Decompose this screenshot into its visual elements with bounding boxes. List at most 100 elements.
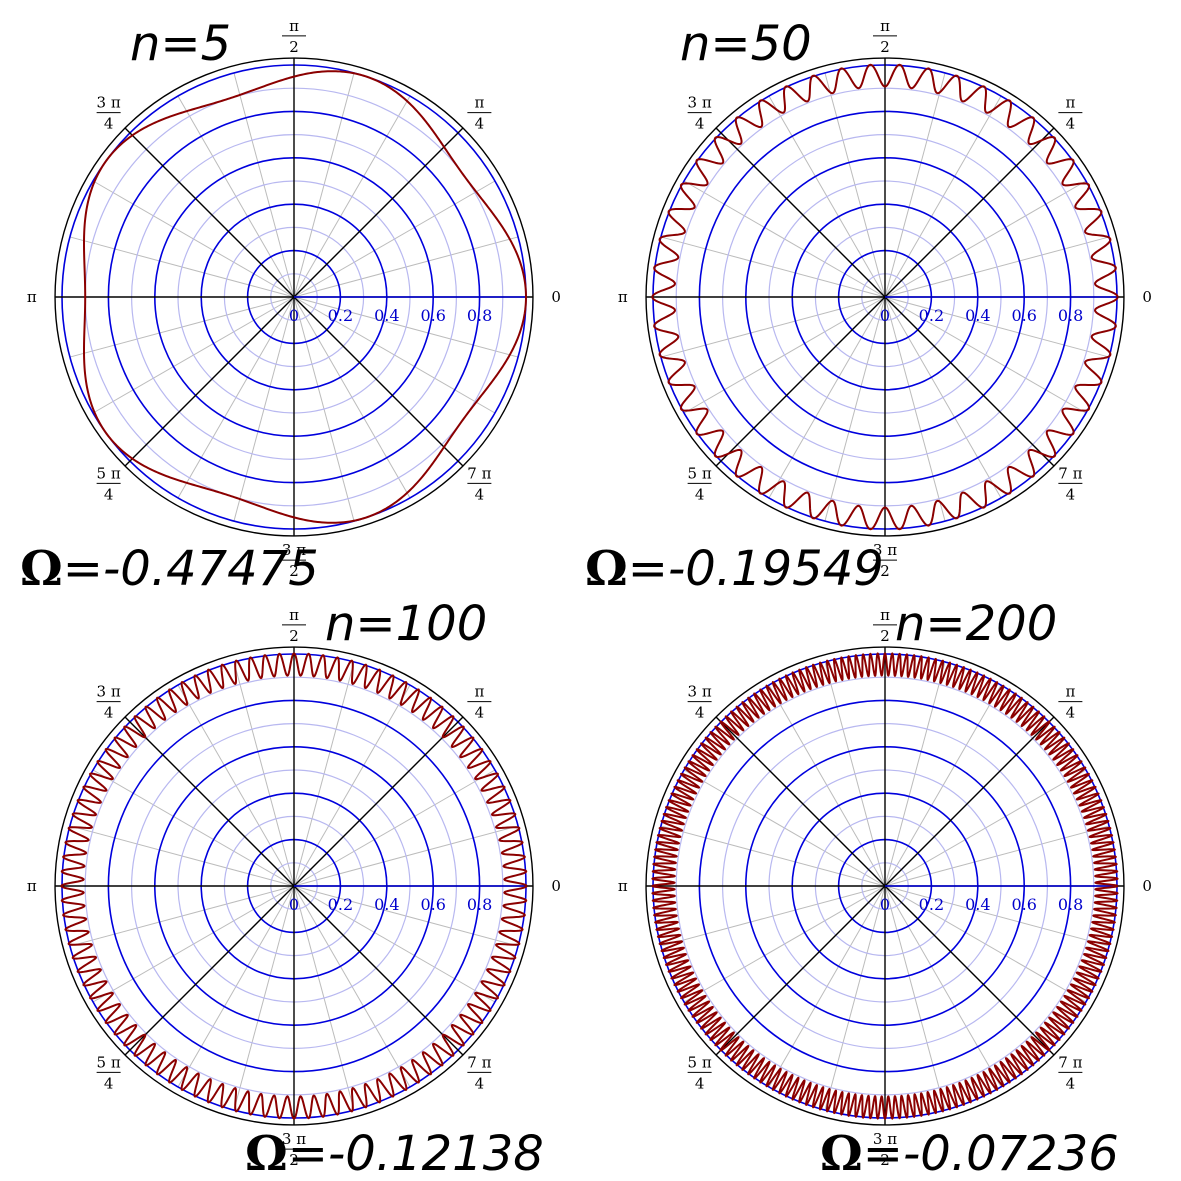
omega-symbol: Ω	[245, 1126, 288, 1181]
series-curve	[60, 652, 528, 1120]
angle-label-value: π	[27, 288, 37, 306]
angle-label-denominator: 4	[475, 1074, 485, 1092]
angle-label-denominator: 4	[104, 704, 114, 722]
angle-tick-label: 7 π4	[467, 464, 491, 503]
angle-tick-label: 3 π2	[873, 1130, 897, 1169]
angle-label-denominator: 4	[475, 115, 485, 133]
angle-label-numerator: 5 π	[688, 464, 712, 482]
omega-symbol: Ω	[20, 541, 63, 597]
omega-annotation: Ω=-0.12138	[245, 1126, 544, 1181]
panel-title: n=50	[680, 16, 812, 72]
angle-label-numerator: 3 π	[688, 94, 712, 112]
radial-tick-label: 0.2	[328, 306, 353, 325]
panel-title: n=200	[895, 596, 1057, 652]
angle-label-denominator: 4	[104, 115, 114, 133]
radial-tick-label: 0	[880, 306, 890, 325]
angle-tick-label: 7 π4	[467, 1053, 491, 1092]
angle-label-value: π	[27, 877, 37, 895]
angle-tick-label: π2	[281, 17, 306, 56]
series-curve	[651, 63, 1119, 531]
series-curve	[651, 652, 1119, 1120]
angle-label-denominator: 4	[1066, 485, 1076, 503]
angle-label-denominator: 4	[1066, 1074, 1076, 1092]
angle-tick-label: 7 π4	[1058, 1053, 1082, 1092]
radial-tick-label: 0.8	[1058, 895, 1083, 914]
angle-label-denominator: 4	[695, 1074, 705, 1092]
angle-label-denominator: 4	[475, 485, 485, 503]
angle-tick-label: 3 π2	[873, 541, 897, 580]
angle-tick-label: 0	[551, 288, 561, 306]
angle-label-denominator: 4	[475, 704, 485, 722]
omega-symbol: Ω	[585, 541, 628, 597]
angle-label-denominator: 2	[289, 627, 299, 645]
radial-tick-label: 0.6	[1011, 895, 1036, 914]
radial-tick-label: 0.6	[420, 306, 445, 325]
angle-tick-label: π4	[467, 94, 492, 133]
angle-label-denominator: 4	[104, 485, 114, 503]
radial-tick-label: 0.4	[374, 306, 399, 325]
angle-label-numerator: π	[1065, 683, 1075, 701]
angle-label-value: 0	[551, 288, 561, 306]
angle-label-denominator: 4	[104, 1074, 114, 1092]
angle-tick-label: 3 π4	[97, 94, 121, 133]
radial-tick-label: 0	[289, 895, 299, 914]
angle-label-denominator: 2	[880, 627, 890, 645]
omega-symbol: Ω	[820, 1126, 863, 1181]
angle-label-value: π	[618, 288, 628, 306]
angle-label-numerator: π	[289, 17, 299, 35]
angle-label-denominator: 4	[695, 115, 705, 133]
angle-label-numerator: 7 π	[1058, 1053, 1082, 1071]
omega-annotation: Ω=-0.47475	[20, 541, 319, 597]
angle-tick-label: π4	[1058, 683, 1083, 722]
radial-tick-label: 0.6	[420, 895, 445, 914]
series-curve	[83, 70, 527, 524]
angle-label-denominator: 4	[1066, 704, 1076, 722]
angle-label-denominator: 2	[880, 1151, 890, 1169]
angle-label-numerator: 3 π	[873, 541, 897, 559]
angle-label-numerator: π	[880, 606, 890, 624]
angle-label-numerator: 3 π	[97, 94, 121, 112]
angle-tick-label: 0	[1142, 877, 1152, 895]
angle-label-denominator: 2	[289, 38, 299, 56]
angle-label-denominator: 2	[880, 562, 890, 580]
radial-tick-label: 0.4	[965, 306, 990, 325]
angle-label-numerator: π	[880, 17, 890, 35]
omega-value: =-0.07236	[863, 1126, 1119, 1181]
angle-label-denominator: 4	[695, 704, 705, 722]
angle-label-value: 0	[1142, 877, 1152, 895]
angle-label-numerator: 7 π	[467, 1053, 491, 1071]
angle-tick-label: 3 π4	[97, 683, 121, 722]
omega-value: =-0.12138	[288, 1126, 544, 1181]
angle-label-denominator: 2	[289, 562, 299, 580]
angle-label-numerator: 5 π	[97, 464, 121, 482]
radial-tick-label: 0.6	[1011, 306, 1036, 325]
angle-label-numerator: 3 π	[97, 683, 121, 701]
angle-label-value: 0	[551, 877, 561, 895]
omega-value: =-0.19549	[628, 541, 884, 597]
radial-tick-label: 0	[289, 306, 299, 325]
radial-tick-label: 0.4	[374, 895, 399, 914]
angle-label-denominator: 4	[695, 485, 705, 503]
angle-label-numerator: 3 π	[873, 1130, 897, 1148]
omega-annotation: Ω=-0.19549	[585, 541, 884, 597]
angle-tick-label: π2	[872, 17, 897, 56]
angle-tick-label: 5 π4	[688, 1053, 712, 1092]
radial-tick-label: 0.2	[919, 306, 944, 325]
angle-tick-label: π2	[872, 606, 897, 645]
angle-label-numerator: 5 π	[688, 1053, 712, 1071]
angle-tick-label: 0	[551, 877, 561, 895]
angle-label-numerator: π	[1065, 94, 1075, 112]
radial-tick-label: 0.2	[328, 895, 353, 914]
angle-tick-label: 5 π4	[688, 464, 712, 503]
angle-label-numerator: π	[289, 606, 299, 624]
angle-tick-label: 5 π4	[97, 1053, 121, 1092]
angle-label-denominator: 2	[880, 38, 890, 56]
angle-tick-label: π	[618, 877, 628, 895]
angle-tick-label: π	[27, 877, 37, 895]
